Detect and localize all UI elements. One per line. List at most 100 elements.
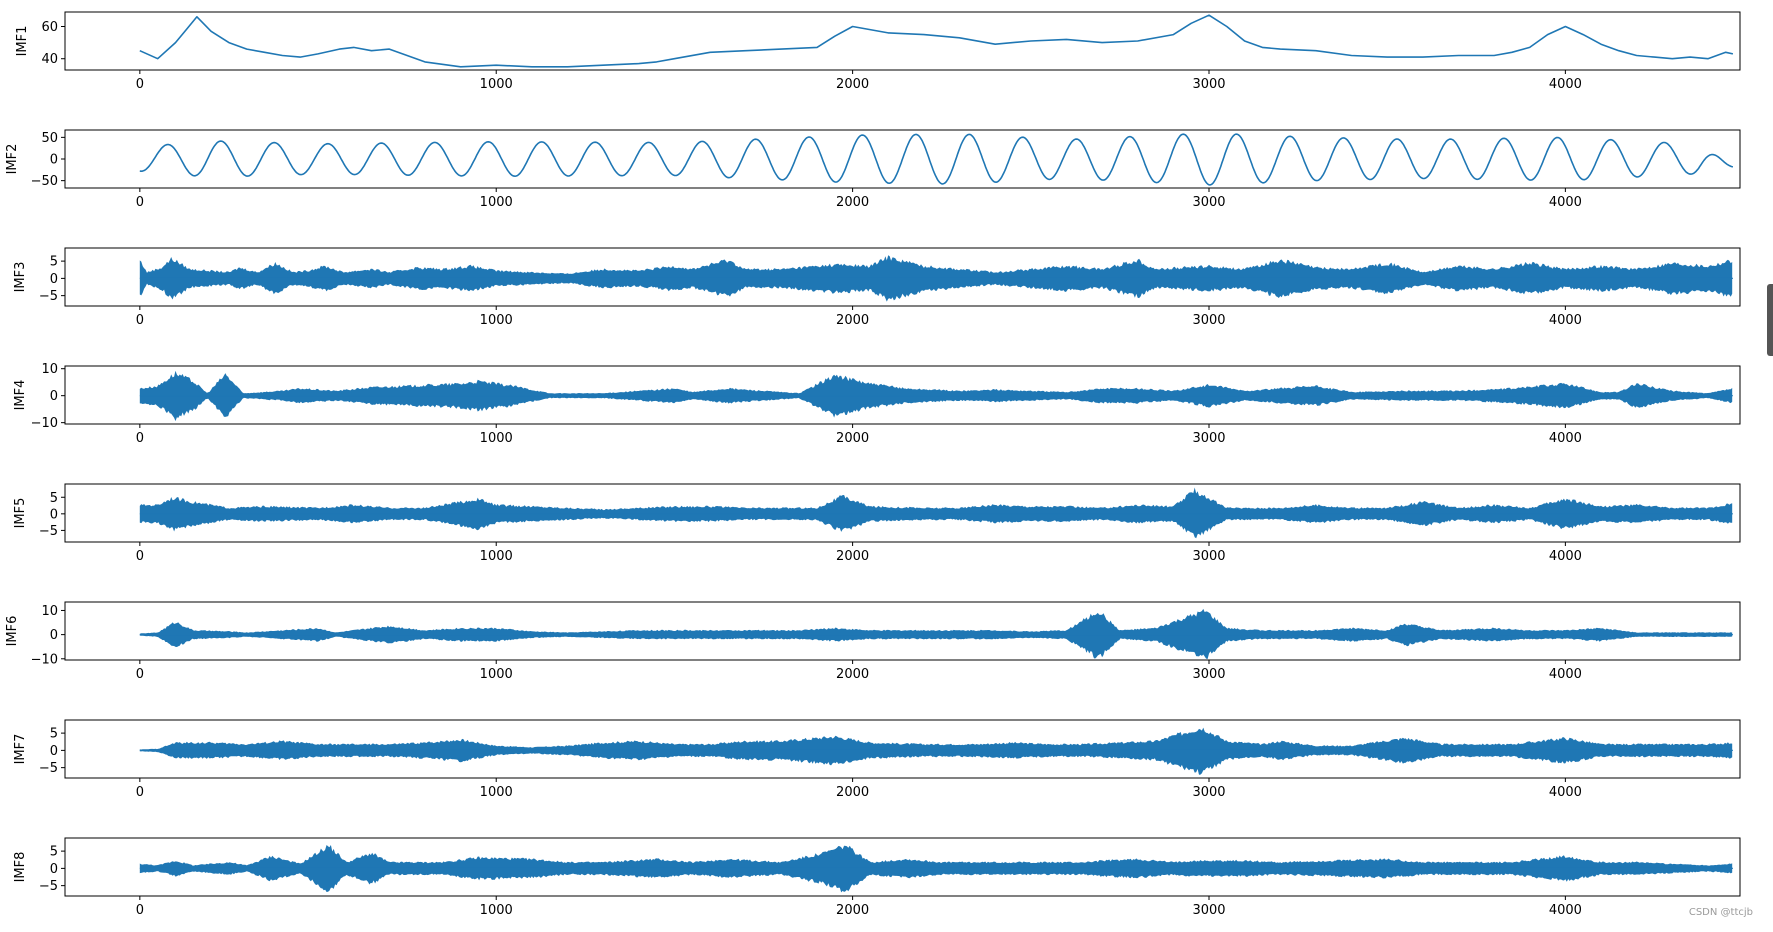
imf-panel-2: 0 1000 2000 3000 4000 50 0 −50 IMF2 (5, 129, 1741, 210)
series-band (139, 608, 1733, 659)
plot-area (139, 608, 1733, 659)
x-tick-label: 3000 (1192, 77, 1225, 92)
y-tick-label: 5 (50, 255, 58, 270)
y-tick-label: 10 (41, 362, 58, 377)
y-axis-label: IMF3 (13, 262, 28, 293)
series-line (139, 133, 1734, 186)
y-tick-label: −5 (39, 761, 58, 776)
axes-frame (64, 247, 1741, 307)
y-tick-label: −50 (31, 174, 58, 189)
y-axis-label: IMF2 (5, 144, 20, 175)
y-tick-label: −10 (31, 652, 58, 667)
y-tick-label: 0 (50, 862, 58, 877)
y-tick-label: 0 (50, 744, 58, 759)
imf-panel-3: 0 1000 2000 3000 4000 5 0 −5 IMF3 (13, 247, 1741, 328)
y-axis-label: IMF5 (13, 498, 28, 529)
x-tick-label: 2000 (836, 431, 869, 446)
x-tick-label: 0 (136, 667, 144, 682)
axes-frame (64, 719, 1741, 779)
y-tick-label: 10 (41, 604, 58, 619)
y-tick-label: 0 (50, 628, 58, 643)
y-axis-label: IMF4 (13, 380, 28, 411)
x-tick-label: 4000 (1549, 195, 1582, 210)
scrollbar-handle[interactable] (1767, 284, 1773, 356)
y-tick-label: 5 (50, 845, 58, 860)
x-tick-label: 4000 (1549, 903, 1582, 918)
x-tick-label: 2000 (836, 785, 869, 800)
x-tick-label: 1000 (480, 431, 513, 446)
x-tick-label: 1000 (480, 903, 513, 918)
y-tick-label: −5 (39, 524, 58, 539)
x-tick-label: 0 (136, 549, 144, 564)
x-tick-label: 4000 (1549, 549, 1582, 564)
x-tick-label: 2000 (836, 77, 869, 92)
x-tick-label: 1000 (480, 549, 513, 564)
x-tick-label: 4000 (1549, 77, 1582, 92)
x-tick-label: 4000 (1549, 667, 1582, 682)
y-tick-label: 40 (41, 52, 58, 67)
imf-panel-8: 0 1000 2000 3000 4000 5 0 −5 IMF8 (13, 837, 1741, 918)
x-tick-label: 1000 (480, 667, 513, 682)
imf-panel-6: 0 1000 2000 3000 4000 10 0 −10 IMF6 (5, 601, 1741, 682)
x-tick-label: 2000 (836, 549, 869, 564)
axes-frame (64, 837, 1741, 897)
plot-area (139, 727, 1733, 775)
y-axis-label: IMF7 (13, 734, 28, 765)
axes-frame (64, 11, 1741, 71)
y-tick-label: 50 (41, 131, 58, 146)
x-tick-label: 3000 (1192, 667, 1225, 682)
axes-frame (64, 365, 1741, 425)
plot-area (139, 133, 1734, 186)
x-tick-label: 3000 (1192, 313, 1225, 328)
y-tick-label: 0 (50, 389, 58, 404)
y-tick-label: 60 (41, 20, 58, 35)
x-tick-label: 1000 (480, 785, 513, 800)
watermark-text: CSDN @ttcjb (1688, 907, 1753, 918)
x-tick-label: 0 (136, 903, 144, 918)
x-tick-label: 4000 (1549, 785, 1582, 800)
axes-frame (64, 483, 1741, 543)
imf-panel-7: 0 1000 2000 3000 4000 5 0 −5 IMF7 (13, 719, 1741, 800)
x-tick-label: 3000 (1192, 785, 1225, 800)
x-tick-label: 4000 (1549, 313, 1582, 328)
x-tick-label: 2000 (836, 667, 869, 682)
series-line (139, 14, 1734, 68)
plot-area (139, 255, 1733, 302)
y-axis-label: IMF8 (13, 852, 28, 883)
x-tick-label: 3000 (1192, 549, 1225, 564)
y-tick-label: 0 (50, 507, 58, 522)
y-tick-label: −10 (31, 416, 58, 431)
y-tick-label: −5 (39, 879, 58, 894)
x-tick-label: 2000 (836, 195, 869, 210)
y-tick-label: 0 (50, 272, 58, 287)
x-tick-label: 3000 (1192, 431, 1225, 446)
y-tick-label: −5 (39, 289, 58, 304)
series-band (139, 727, 1733, 775)
plot-area (139, 487, 1733, 539)
y-axis-label: IMF1 (15, 26, 30, 57)
y-tick-label: 5 (50, 491, 58, 506)
x-tick-label: 0 (136, 785, 144, 800)
x-tick-label: 0 (136, 77, 144, 92)
y-axis-label: IMF6 (5, 616, 20, 647)
x-tick-label: 1000 (480, 195, 513, 210)
x-tick-label: 3000 (1192, 195, 1225, 210)
y-tick-label: 5 (50, 727, 58, 742)
axes-frame (64, 601, 1741, 661)
series-band (139, 487, 1733, 539)
imf-panel-1: 0 1000 2000 3000 4000 40 60 IMF1 (15, 11, 1741, 92)
x-tick-label: 0 (136, 195, 144, 210)
plot-area (139, 845, 1733, 893)
x-tick-label: 2000 (836, 313, 869, 328)
x-tick-label: 0 (136, 313, 144, 328)
x-tick-label: 3000 (1192, 903, 1225, 918)
x-tick-label: 1000 (480, 313, 513, 328)
y-tick-label: 0 (50, 153, 58, 168)
x-tick-label: 2000 (836, 903, 869, 918)
x-tick-label: 0 (136, 431, 144, 446)
plot-area (139, 370, 1733, 422)
plot-area (139, 14, 1734, 68)
